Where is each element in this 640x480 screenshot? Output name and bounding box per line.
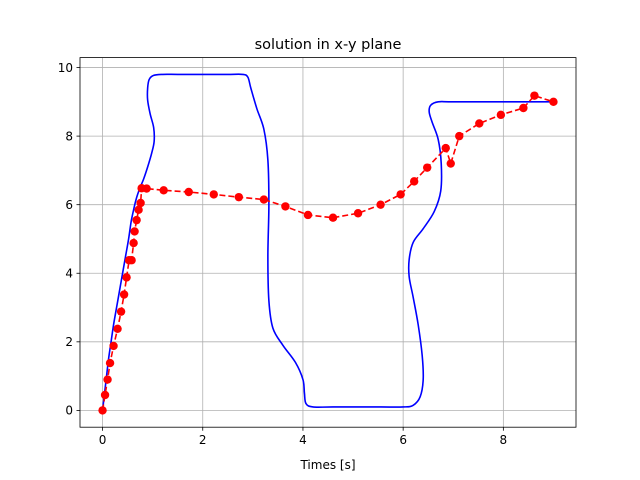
- data-point-red: [446, 159, 455, 168]
- data-point-red: [134, 205, 143, 215]
- data-point-red: [519, 103, 528, 113]
- data-point-red: [376, 200, 385, 209]
- data-point-red: [103, 375, 112, 384]
- x-tick-label: 8: [500, 433, 508, 447]
- data-point-red: [259, 195, 269, 204]
- data-point-red: [127, 256, 136, 265]
- data-point-red: [132, 215, 141, 225]
- data-point-red: [530, 91, 539, 100]
- data-point-red: [209, 190, 218, 199]
- data-point-red: [328, 213, 338, 222]
- data-point-red: [113, 324, 122, 333]
- axes-frame: [79, 57, 577, 428]
- data-point-red: [122, 273, 131, 282]
- y-tick-label: 8: [65, 129, 73, 143]
- data-point-red: [100, 390, 110, 400]
- y-tick-label: 6: [65, 198, 73, 212]
- data-point-red: [105, 358, 115, 368]
- data-point-red: [475, 119, 484, 128]
- data-point-red: [303, 210, 313, 220]
- data-point-red: [129, 238, 138, 248]
- data-point-red: [549, 97, 558, 107]
- x-axis-label: Times [s]: [299, 458, 355, 472]
- grid-lines: [80, 57, 576, 428]
- data-point-red: [184, 187, 193, 197]
- x-tick-label: 6: [399, 433, 407, 447]
- y-tick-label: 10: [58, 61, 73, 75]
- chart-title: solution in x-y plane: [255, 37, 402, 53]
- data-point-red: [409, 177, 419, 186]
- axis-ticks: 0 2 4 6 8 0 2 4 6 8 10: [58, 61, 507, 447]
- data-point-red: [455, 131, 464, 141]
- data-point-red: [130, 227, 139, 236]
- x-tick-label: 2: [199, 433, 207, 447]
- data-point-red: [353, 209, 363, 218]
- data-point-red: [98, 406, 107, 415]
- data-point-red: [396, 190, 405, 199]
- x-tick-label: 0: [99, 433, 107, 447]
- data-point-red: [234, 192, 244, 202]
- data-point-red: [136, 198, 145, 208]
- data-point-red: [496, 110, 506, 120]
- x-tick-label: 4: [299, 433, 307, 447]
- y-tick-label: 4: [65, 267, 73, 281]
- data-point-red: [423, 163, 432, 172]
- data-point-red: [441, 143, 450, 153]
- data-point-red: [109, 341, 118, 351]
- y-tick-label: 2: [65, 335, 73, 349]
- data-point-red: [116, 307, 126, 316]
- data-point-red: [281, 202, 290, 211]
- data-point-red: [119, 290, 129, 299]
- plot-area: [98, 73, 558, 415]
- series-line-blue: [101, 73, 554, 411]
- data-point-red: [142, 184, 151, 193]
- data-point-red: [159, 186, 168, 195]
- y-tick-label: 0: [65, 404, 73, 418]
